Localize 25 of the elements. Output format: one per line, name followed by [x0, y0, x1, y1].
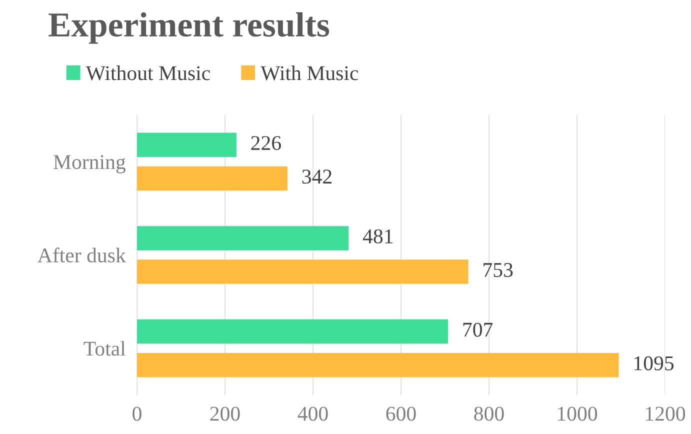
- x-tick-label: 200: [210, 406, 240, 421]
- data-label: 753: [484, 263, 513, 278]
- data-label: 1095: [634, 356, 674, 370]
- bar: [137, 260, 468, 284]
- bar: [137, 226, 349, 250]
- data-label: 707: [463, 322, 493, 337]
- bar: [137, 166, 288, 191]
- x-tick-label: 1200: [646, 406, 686, 421]
- x-tick-label: 600: [386, 406, 416, 421]
- x-tick-label: 800: [474, 406, 504, 421]
- chart-title: Experiment results: [48, 12, 330, 44]
- data-label: 342: [302, 170, 332, 184]
- x-tick-label: 0: [132, 406, 142, 421]
- bar: [137, 132, 236, 157]
- bar: [137, 353, 619, 378]
- x-tick-label: 400: [298, 406, 328, 421]
- legend-label: Without Music: [86, 66, 210, 80]
- bar: [137, 319, 448, 344]
- y-tick-label: Total: [84, 341, 126, 356]
- y-tick-label: Morning: [54, 155, 126, 174]
- data-label: 481: [362, 229, 393, 244]
- y-tick-label: After dusk: [38, 248, 126, 262]
- x-tick-label: 1000: [558, 406, 598, 421]
- data-label: 226: [251, 136, 281, 150]
- legend-label: With Music: [260, 66, 358, 80]
